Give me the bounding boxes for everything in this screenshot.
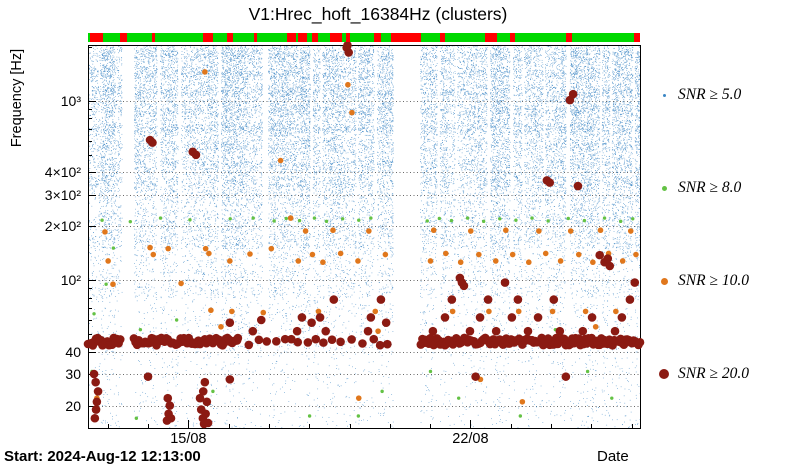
y-tick-label-400: 4×10²	[44, 164, 81, 181]
y-tick-label-20: 20	[65, 397, 81, 414]
status-bad-segment	[440, 33, 446, 42]
x-axis-label: Date	[597, 448, 629, 465]
legend-dot	[659, 369, 669, 379]
y-tick-label-30: 30	[65, 366, 81, 382]
legend: SNR ≥ 5.0 SNR ≥ 8.0 SNR ≥ 10.0 SNR ≥ 20.0	[655, 0, 805, 472]
start-timestamp: Start: 2024-Aug-12 12:13:00	[4, 448, 201, 465]
legend-label: SNR ≥ 8.0	[678, 179, 742, 196]
legend-entry-snr-5.0: SNR ≥ 5.0	[655, 85, 741, 105]
y-tick-label-300: 3×10²	[44, 186, 81, 203]
y-tick-label-100: 10²	[60, 272, 81, 289]
y-tick-label-1000: 10³	[60, 92, 81, 109]
legend-marker-icon	[655, 93, 673, 97]
status-bad-segment	[329, 33, 342, 42]
status-bad-segment	[253, 33, 257, 42]
status-bad-segment	[312, 33, 319, 42]
legend-label: SNR ≥ 10.0	[678, 272, 749, 289]
status-bad-segment	[120, 33, 128, 42]
y-axis-tick-labels: 10³ 4×10² 3×10² 2×10² 10² 40 30 20	[0, 0, 84, 472]
x-tick-label-15-08: 15/08	[170, 431, 207, 447]
status-bad-segment	[484, 33, 497, 42]
legend-dot	[661, 185, 667, 191]
status-bad-segment	[566, 33, 573, 42]
status-bad-segment	[90, 33, 103, 42]
y-tick-label-40: 40	[65, 343, 81, 360]
status-bad-segment	[391, 33, 421, 42]
status-bad-segment	[346, 33, 350, 42]
status-bad-segment	[297, 33, 308, 42]
legend-entry-snr-10.0: SNR ≥ 10.0	[655, 271, 749, 291]
legend-dot	[660, 277, 668, 285]
legend-marker-icon	[655, 369, 673, 379]
y-tick-label-200: 2×10²	[44, 218, 81, 235]
legend-entry-snr-20.0: SNR ≥ 20.0	[655, 364, 749, 384]
legend-marker-icon	[655, 277, 673, 285]
status-bad-segment	[151, 33, 155, 42]
status-bad-segment	[202, 33, 213, 42]
status-bad-segment	[509, 33, 516, 42]
status-bad-segment	[373, 33, 382, 42]
x-tick-label-22-08: 22/08	[452, 431, 489, 447]
legend-marker-icon	[655, 185, 673, 191]
plot-title: V1:Hrec_hoft_16384Hz (clusters)	[248, 4, 508, 24]
status-bad-segment	[633, 33, 640, 42]
legend-label: SNR ≥ 20.0	[678, 365, 749, 382]
legend-entry-snr-8.0: SNR ≥ 8.0	[655, 178, 741, 198]
legend-dot	[662, 93, 666, 97]
status-bad-segment	[286, 33, 297, 42]
status-bar	[88, 33, 640, 42]
status-bad-segment	[227, 33, 234, 42]
legend-label: SNR ≥ 5.0	[678, 86, 742, 103]
